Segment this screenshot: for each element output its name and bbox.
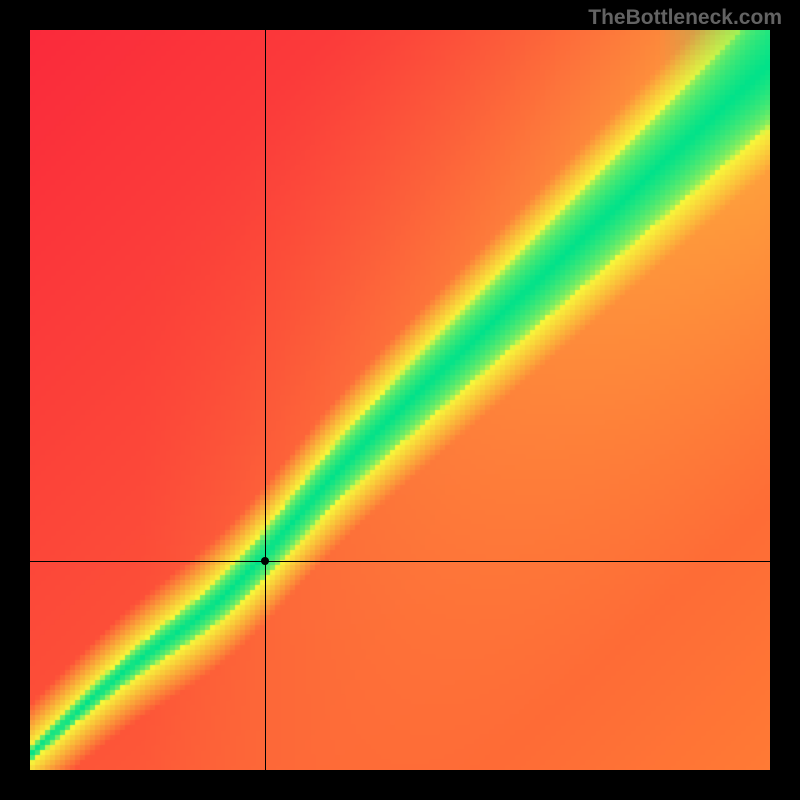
chart-container: TheBottleneck.com bbox=[0, 0, 800, 800]
heatmap-plot bbox=[30, 30, 770, 770]
crosshair-horizontal bbox=[30, 561, 770, 562]
scatter-marker bbox=[261, 557, 269, 565]
crosshair-vertical bbox=[265, 30, 266, 770]
heatmap-canvas bbox=[30, 30, 770, 770]
watermark-text: TheBottleneck.com bbox=[588, 6, 782, 30]
